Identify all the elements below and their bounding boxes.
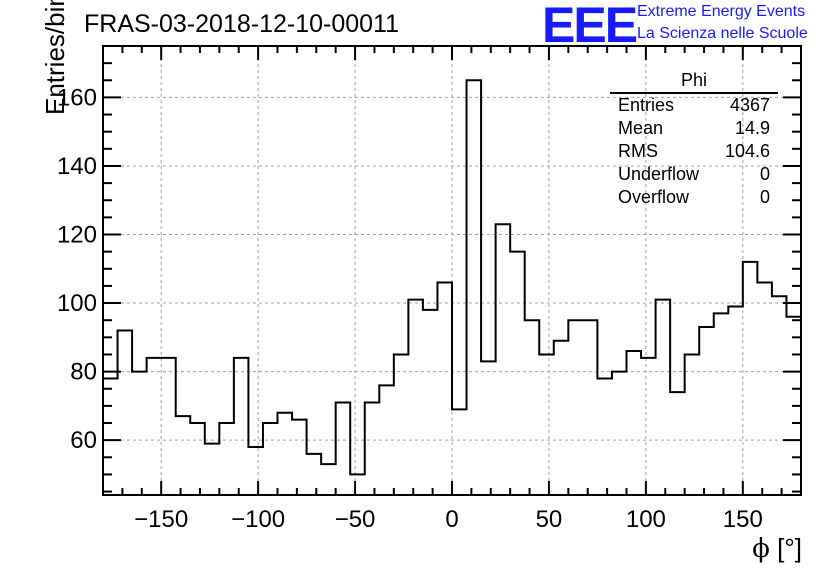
stats-row-underflow: Underflow 0 [610, 163, 778, 186]
histogram-series [103, 79, 802, 476]
y-axis-label: Entries/bin [40, 0, 70, 115]
y-tick-label: 140 [57, 153, 97, 180]
stats-label: Underflow [618, 164, 700, 184]
x-tick-label: −50 [335, 506, 376, 533]
x-tick-label: −100 [231, 506, 285, 533]
stats-label: Entries [618, 95, 675, 115]
plot-title: FRAS-03-2018-12-10-00011 [84, 10, 400, 38]
y-tick-label: 60 [70, 427, 97, 454]
stats-value: 14.9 [734, 118, 770, 138]
stats-label: Mean [618, 118, 664, 138]
stats-value: 0 [759, 187, 770, 207]
x-tick-label: −150 [134, 506, 188, 533]
stats-row-overflow: Overflow 0 [610, 186, 778, 209]
stats-label: RMS [618, 141, 658, 161]
y-tick-label: 80 [70, 359, 97, 386]
x-tick-label: 150 [723, 506, 763, 533]
x-tick-label: 100 [626, 506, 666, 533]
tick-labels: −150 −100 −50 0 50 100 150 60 80 100 120 140 160 [57, 84, 763, 533]
logo-text-line1: Extreme Energy Events [637, 3, 806, 20]
x-tick-label: 0 [445, 506, 458, 533]
stats-row-rms: RMS 104.6 [610, 140, 778, 163]
stats-row-entries: Entries 4367 [610, 94, 778, 117]
stats-value: 4367 [729, 95, 770, 115]
eee-logo: EEE [542, 0, 638, 53]
logo-text-line2: La Scienza nelle Scuole [637, 25, 808, 42]
y-tick-label: 120 [57, 222, 97, 249]
stats-row-mean: Mean 14.9 [610, 117, 778, 140]
x-axis-symbol: ϕ [752, 534, 770, 564]
x-axis-unit: [°] [777, 533, 802, 563]
y-tick-label: 100 [57, 290, 97, 317]
stats-box: Phi Entries 4367 Mean 14.9 RMS 104.6 Und… [610, 70, 778, 209]
stats-title: Phi [610, 70, 778, 94]
stats-value: 104.6 [724, 141, 770, 161]
x-tick-label: 50 [536, 506, 563, 533]
stats-label: Overflow [618, 187, 690, 207]
stats-value: 0 [759, 164, 770, 184]
axis-ticks [103, 45, 801, 495]
x-axis-label: ϕ [°] [752, 533, 802, 564]
y-tick-label: 160 [57, 84, 97, 111]
